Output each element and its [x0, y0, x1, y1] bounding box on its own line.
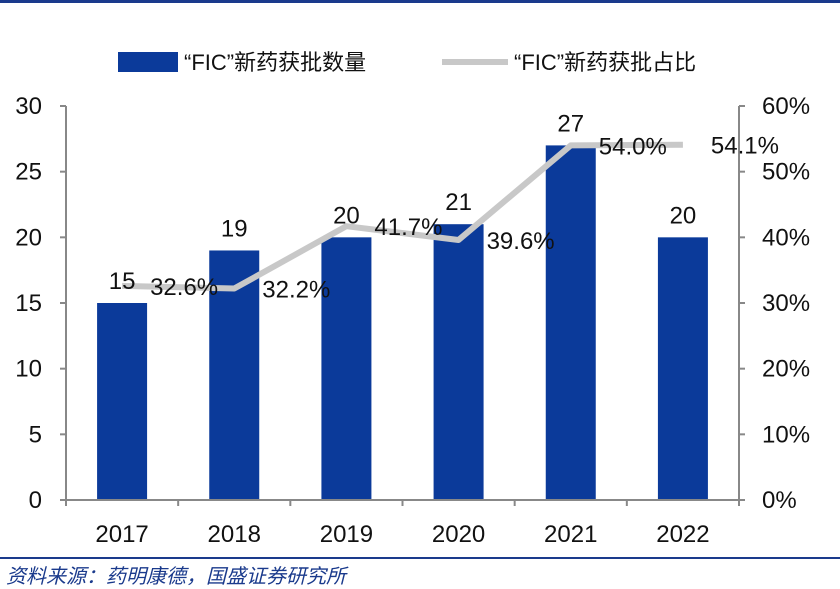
left-tick-label: 0: [29, 487, 42, 514]
right-tick-label: 0%: [762, 487, 797, 514]
line-data-label-2019: 41.7%: [374, 214, 442, 241]
bar-2022: [657, 237, 708, 501]
bar-2017: [97, 303, 148, 500]
bar-data-label-2022: 20: [670, 202, 697, 229]
legend-line-label: “FIC”新药获批占比: [514, 50, 696, 75]
bar-data-label-2019: 20: [333, 202, 360, 229]
right-tick-label: 40%: [762, 224, 810, 251]
bar-2020: [433, 224, 484, 500]
bar-2019: [321, 237, 372, 501]
line-data-label-2018: 32.2%: [262, 277, 330, 304]
right-tick-label: 30%: [762, 290, 810, 317]
x-tick-label-2019: 2019: [320, 521, 373, 548]
right-tick-label: 60%: [762, 93, 810, 120]
series-line: [122, 141, 683, 292]
x-tick-label-2018: 2018: [208, 521, 261, 548]
line-data-label-2021: 54.0%: [599, 133, 667, 160]
bar-data-label-2020: 21: [445, 189, 472, 216]
line-data-label-2017: 32.6%: [150, 274, 218, 301]
bar-2021: [545, 145, 596, 500]
line-data-label-2022: 54.1%: [711, 133, 779, 160]
left-tick-label: 15: [15, 290, 42, 317]
bottom-rule: [0, 557, 840, 559]
x-tick-label-2017: 2017: [95, 521, 148, 548]
bar-data-label-2018: 19: [221, 215, 248, 242]
right-tick-label: 20%: [762, 356, 810, 383]
x-tick-label-2022: 2022: [656, 521, 709, 548]
left-tick-label: 20: [15, 224, 42, 251]
left-tick-label: 10: [15, 356, 42, 383]
x-tick-label-2020: 2020: [432, 521, 485, 548]
chart: 0 5 10 15 20 25 30 0% 10% 20% 30% 40% 50% 60% 2017 2018…: [15, 50, 810, 548]
line-data-label-2020: 39.6%: [487, 228, 555, 255]
left-tick-label: 5: [29, 421, 42, 448]
x-tick-label-2021: 2021: [544, 521, 597, 548]
right-tick-label: 10%: [762, 421, 810, 448]
left-tick-label: 25: [15, 159, 42, 186]
top-rule: [0, 0, 840, 3]
bar-data-label-2021: 27: [557, 110, 584, 137]
legend-bar-label: “FIC”新药获批数量: [184, 50, 366, 75]
left-tick-label: 30: [15, 93, 42, 120]
right-tick-label: 50%: [762, 159, 810, 186]
legend-bar-swatch: [118, 52, 178, 72]
bar-2018: [209, 250, 260, 500]
source-note: 资料来源：药明康德，国盛证券研究所: [6, 564, 346, 588]
bar-data-label-2017: 15: [109, 268, 136, 295]
